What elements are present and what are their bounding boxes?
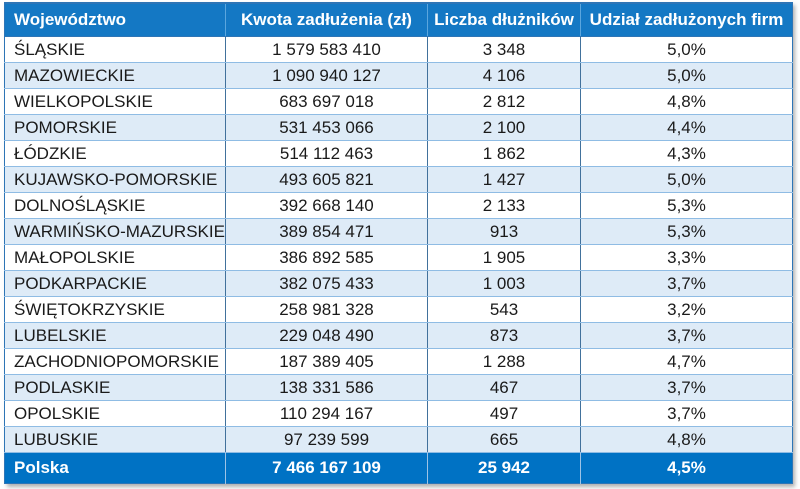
cell-debtor-count: 665 bbox=[427, 426, 581, 453]
cell-indebted-share: 3,7% bbox=[580, 400, 793, 427]
cell-indebted-share: 3,3% bbox=[580, 244, 793, 271]
cell-voivodeship: OPOLSKIE bbox=[4, 400, 226, 427]
cell-debtor-count: 1 862 bbox=[427, 140, 581, 167]
cell-voivodeship: ŁÓDZKIE bbox=[4, 140, 226, 167]
cell-indebted-share: 5,3% bbox=[580, 218, 793, 245]
column-header-debtor-count: Liczba dłużników bbox=[427, 2, 581, 37]
cell-voivodeship: KUJAWSKO-POMORSKIE bbox=[4, 166, 226, 193]
cell-debtor-count: 1 288 bbox=[427, 348, 581, 375]
cell-indebted-share: 5,0% bbox=[580, 36, 793, 63]
cell-indebted-share: 4,7% bbox=[580, 348, 793, 375]
cell-debtor-count: 913 bbox=[427, 218, 581, 245]
table-row: PODKARPACKIE 382 075 433 1 003 3,7% bbox=[4, 270, 793, 297]
cell-debt-amount: 229 048 490 bbox=[225, 322, 428, 349]
table-row: PODLASKIE 138 331 586 467 3,7% bbox=[4, 374, 793, 401]
cell-voivodeship: PODKARPACKIE bbox=[4, 270, 226, 297]
table-body: ŚLĄSKIE 1 579 583 410 3 348 5,0% MAZOWIE… bbox=[4, 36, 793, 453]
cell-debtor-count: 1 905 bbox=[427, 244, 581, 271]
cell-debt-amount: 514 112 463 bbox=[225, 140, 428, 167]
cell-indebted-share: 5,0% bbox=[580, 62, 793, 89]
cell-debt-amount: 258 981 328 bbox=[225, 296, 428, 323]
table-row: ZACHODNIOPOMORSKIE 187 389 405 1 288 4,7… bbox=[4, 348, 793, 375]
cell-debtor-count: 1 003 bbox=[427, 270, 581, 297]
header-row: Województwo Kwota zadłużenia (zł) Liczba… bbox=[4, 2, 793, 37]
cell-voivodeship: ŚLĄSKIE bbox=[4, 36, 226, 63]
cell-debt-amount: 1 090 940 127 bbox=[225, 62, 428, 89]
cell-debt-amount: 683 697 018 bbox=[225, 88, 428, 115]
cell-voivodeship: POMORSKIE bbox=[4, 114, 226, 141]
cell-debtor-count: 543 bbox=[427, 296, 581, 323]
cell-debtor-count: 2 133 bbox=[427, 192, 581, 219]
cell-debtor-count: 2 100 bbox=[427, 114, 581, 141]
cell-indebted-share: 3,2% bbox=[580, 296, 793, 323]
cell-voivodeship: LUBELSKIE bbox=[4, 322, 226, 349]
total-debtor-count: 25 942 bbox=[427, 452, 581, 484]
cell-debt-amount: 1 579 583 410 bbox=[225, 36, 428, 63]
cell-indebted-share: 3,7% bbox=[580, 374, 793, 401]
cell-debtor-count: 467 bbox=[427, 374, 581, 401]
cell-indebted-share: 3,7% bbox=[580, 270, 793, 297]
cell-voivodeship: ŚWIĘTOKRZYSKIE bbox=[4, 296, 226, 323]
cell-indebted-share: 5,0% bbox=[580, 166, 793, 193]
column-header-indebted-share: Udział zadłużonych firm bbox=[580, 2, 793, 37]
cell-debt-amount: 97 239 599 bbox=[225, 426, 428, 453]
cell-voivodeship: MAŁOPOLSKIE bbox=[4, 244, 226, 271]
cell-voivodeship: WARMIŃSKO-MAZURSKIE bbox=[4, 218, 226, 245]
cell-debtor-count: 873 bbox=[427, 322, 581, 349]
cell-indebted-share: 4,3% bbox=[580, 140, 793, 167]
cell-voivodeship: DOLNOŚLĄSKIE bbox=[4, 192, 226, 219]
total-debt-amount: 7 466 167 109 bbox=[225, 452, 428, 484]
cell-debtor-count: 1 427 bbox=[427, 166, 581, 193]
table-row: MAŁOPOLSKIE 386 892 585 1 905 3,3% bbox=[4, 244, 793, 271]
cell-voivodeship: LUBUSKIE bbox=[4, 426, 226, 453]
cell-debt-amount: 389 854 471 bbox=[225, 218, 428, 245]
cell-debt-amount: 493 605 821 bbox=[225, 166, 428, 193]
cell-debtor-count: 3 348 bbox=[427, 36, 581, 63]
table-row: LUBELSKIE 229 048 490 873 3,7% bbox=[4, 322, 793, 349]
table-row: WARMIŃSKO-MAZURSKIE 389 854 471 913 5,3% bbox=[4, 218, 793, 245]
column-header-voivodeship: Województwo bbox=[4, 2, 226, 37]
cell-debt-amount: 382 075 433 bbox=[225, 270, 428, 297]
cell-debt-amount: 187 389 405 bbox=[225, 348, 428, 375]
cell-debt-amount: 138 331 586 bbox=[225, 374, 428, 401]
table-row: MAZOWIECKIE 1 090 940 127 4 106 5,0% bbox=[4, 62, 793, 89]
total-label: Polska bbox=[4, 452, 226, 484]
cell-voivodeship: PODLASKIE bbox=[4, 374, 226, 401]
cell-indebted-share: 5,3% bbox=[580, 192, 793, 219]
cell-indebted-share: 4,4% bbox=[580, 114, 793, 141]
cell-debt-amount: 386 892 585 bbox=[225, 244, 428, 271]
table-header: Województwo Kwota zadłużenia (zł) Liczba… bbox=[4, 2, 793, 37]
table-row: WIELKOPOLSKIE 683 697 018 2 812 4,8% bbox=[4, 88, 793, 115]
table-footer: Polska 7 466 167 109 25 942 4,5% bbox=[4, 452, 793, 484]
table-row: DOLNOŚLĄSKIE 392 668 140 2 133 5,3% bbox=[4, 192, 793, 219]
table-row: POMORSKIE 531 453 066 2 100 4,4% bbox=[4, 114, 793, 141]
cell-debt-amount: 110 294 167 bbox=[225, 400, 428, 427]
cell-voivodeship: WIELKOPOLSKIE bbox=[4, 88, 226, 115]
cell-debt-amount: 531 453 066 bbox=[225, 114, 428, 141]
table-row: LUBUSKIE 97 239 599 665 4,8% bbox=[4, 426, 793, 453]
table-row: ŁÓDZKIE 514 112 463 1 862 4,3% bbox=[4, 140, 793, 167]
table-row: ŚWIĘTOKRZYSKIE 258 981 328 543 3,2% bbox=[4, 296, 793, 323]
cell-voivodeship: MAZOWIECKIE bbox=[4, 62, 226, 89]
debt-table-container: Województwo Kwota zadłużenia (zł) Liczba… bbox=[4, 2, 793, 484]
total-row: Polska 7 466 167 109 25 942 4,5% bbox=[4, 452, 793, 484]
cell-debtor-count: 4 106 bbox=[427, 62, 581, 89]
cell-debt-amount: 392 668 140 bbox=[225, 192, 428, 219]
total-indebted-share: 4,5% bbox=[580, 452, 793, 484]
table-row: OPOLSKIE 110 294 167 497 3,7% bbox=[4, 400, 793, 427]
column-header-debt-amount: Kwota zadłużenia (zł) bbox=[225, 2, 428, 37]
cell-indebted-share: 4,8% bbox=[580, 426, 793, 453]
cell-indebted-share: 4,8% bbox=[580, 88, 793, 115]
cell-voivodeship: ZACHODNIOPOMORSKIE bbox=[4, 348, 226, 375]
cell-debtor-count: 2 812 bbox=[427, 88, 581, 115]
voivodeship-debt-table: Województwo Kwota zadłużenia (zł) Liczba… bbox=[4, 2, 793, 484]
cell-debtor-count: 497 bbox=[427, 400, 581, 427]
table-row: ŚLĄSKIE 1 579 583 410 3 348 5,0% bbox=[4, 36, 793, 63]
cell-indebted-share: 3,7% bbox=[580, 322, 793, 349]
table-row: KUJAWSKO-POMORSKIE 493 605 821 1 427 5,0… bbox=[4, 166, 793, 193]
